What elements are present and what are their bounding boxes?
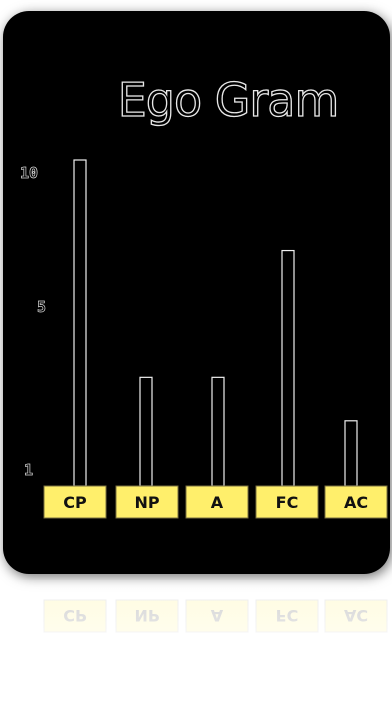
reflection-fade	[0, 580, 392, 715]
bar-a	[211, 376, 225, 487]
category-box-fc	[255, 485, 319, 519]
category-label-fc: FC	[276, 493, 299, 512]
chart-title: Ego Gram	[118, 73, 339, 127]
bar-group	[73, 159, 358, 487]
bar-ac	[344, 420, 358, 487]
y-tick-label-5: 5	[37, 298, 46, 316]
category-box-cp	[43, 485, 107, 519]
bar-fc	[281, 249, 295, 487]
category-label-np: NP	[134, 493, 159, 512]
y-tick-label-1: 1	[24, 461, 33, 479]
category-box-a	[185, 485, 249, 519]
bar-np	[139, 376, 153, 487]
category-label-ac: AC	[344, 493, 368, 512]
category-label-cp: CP	[63, 493, 87, 512]
category-box-ac	[324, 485, 388, 519]
category-box-np	[115, 485, 179, 519]
y-axis: 10 5 1	[20, 164, 47, 480]
bar-cp	[73, 159, 87, 487]
category-label-group: CP NP A FC AC	[43, 485, 388, 519]
category-label-a: A	[211, 493, 224, 512]
y-tick-label-10: 10	[20, 164, 38, 182]
